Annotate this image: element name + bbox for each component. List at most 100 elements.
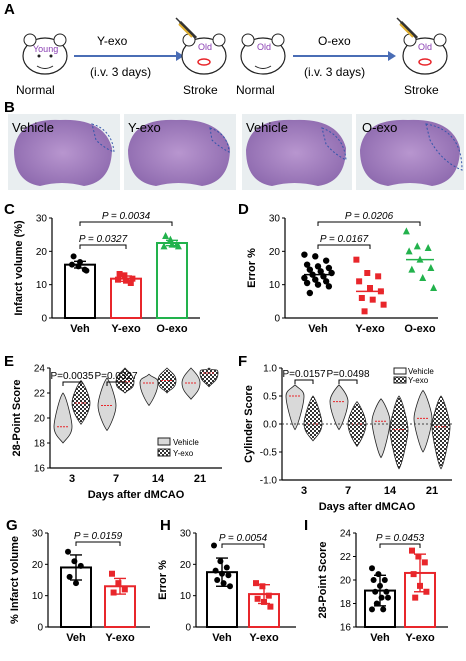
chart-h-ylabel: Error % bbox=[157, 560, 169, 600]
chart-c-data-point bbox=[129, 275, 136, 282]
recipient-state-right: Stroke bbox=[404, 83, 439, 97]
arrow-head-icon bbox=[388, 51, 396, 61]
chart-f-ylabel: Cylinder Score bbox=[243, 385, 255, 463]
mouse-young-icon bbox=[22, 33, 68, 75]
chart-f-violin bbox=[285, 384, 305, 431]
chart-g-data-point bbox=[71, 558, 78, 565]
chart-i-ytick-label: 24 bbox=[340, 529, 352, 540]
chart-g-p-value: P = 0.0159 bbox=[74, 531, 123, 542]
chart-h-data-point bbox=[220, 580, 227, 587]
chart-e-violin bbox=[199, 367, 219, 388]
chart-g-ylabel: % Infarct volume bbox=[9, 536, 21, 624]
chart-c-data-point bbox=[123, 277, 129, 284]
chart-c-data-point bbox=[160, 242, 168, 250]
panel-label-d: D bbox=[238, 201, 249, 218]
donor-state-left: Normal bbox=[16, 83, 55, 97]
chart-c-ylabel: Infarct volume (%) bbox=[13, 220, 25, 316]
chart-c-data-point bbox=[121, 272, 128, 279]
chart-f-xtick-label: 14 bbox=[384, 485, 397, 497]
chart-f-legend-label: Y-exo bbox=[408, 376, 429, 385]
schematic-left: Young Normal Y-exo (i.v. 3 days) Old Str… bbox=[16, 17, 227, 97]
chart-d-xtick-label: Y-exo bbox=[355, 323, 385, 335]
donor-label-young: Young bbox=[33, 44, 58, 54]
panel-label-e: E bbox=[4, 353, 14, 370]
recipient-label-right: Old bbox=[418, 42, 432, 52]
chart-d-data-point bbox=[317, 268, 324, 275]
chart-c-data-point bbox=[174, 242, 182, 250]
chart-d-xtick-label: Veh bbox=[308, 323, 328, 335]
chart-c-data-point bbox=[77, 259, 83, 265]
section-label-1: Vehicle bbox=[12, 120, 54, 135]
chart-f-violin bbox=[303, 395, 323, 442]
chart-e-violin bbox=[97, 377, 117, 432]
chart-g-ytick-label: 10 bbox=[32, 591, 44, 602]
mouse-old-donor-icon bbox=[240, 33, 286, 75]
chart-e-xlabel: Days after dMCAO bbox=[88, 489, 185, 501]
chart-d-data-point bbox=[419, 274, 427, 281]
chart-f-legend-label: Vehicle bbox=[408, 367, 434, 376]
chart-e-xtick-label: 3 bbox=[69, 473, 75, 485]
chart-i-data-point bbox=[409, 547, 415, 554]
chart-e-ylabel: 28-Point Score bbox=[11, 379, 23, 456]
donor-state-right: Normal bbox=[236, 83, 275, 97]
chart-g-data-point bbox=[77, 562, 84, 569]
chart-c-data-point bbox=[162, 232, 170, 239]
chart-g-ytick-label: 30 bbox=[32, 529, 44, 540]
panel-label-h: H bbox=[160, 517, 171, 534]
chart-g-data-point bbox=[65, 548, 71, 555]
chart-g-xtick-label: Y-exo bbox=[105, 632, 135, 644]
chart-d-data-point bbox=[380, 301, 387, 308]
chart-e-legend-swatch bbox=[157, 437, 171, 446]
chart-f-ytick-label: -0.5 bbox=[260, 448, 278, 459]
chart-d-data-point bbox=[353, 256, 360, 263]
chart-d-ytick-label: 0 bbox=[274, 314, 280, 325]
panel-label-f: F bbox=[238, 353, 247, 370]
chart-h-xtick-label: Y-exo bbox=[249, 632, 279, 644]
chart-d-data-point bbox=[312, 253, 319, 260]
chart-d-data-point bbox=[367, 285, 373, 291]
chart-d-data-point bbox=[413, 242, 421, 250]
treatment-right: O-exo bbox=[318, 34, 351, 48]
chart-d-data-point bbox=[322, 278, 330, 285]
chart-h-data-point bbox=[223, 564, 230, 571]
chart-f-xtick-label: 7 bbox=[345, 485, 351, 497]
chart-g-data-point bbox=[109, 570, 115, 577]
chart-i-data-point bbox=[378, 594, 385, 601]
chart-g-data-point bbox=[121, 586, 128, 593]
chart-d-ytick-label: 30 bbox=[269, 214, 281, 225]
chart-c-bar bbox=[156, 242, 188, 319]
chart-e-sig-bracket bbox=[106, 381, 126, 386]
chart-d-data-point bbox=[314, 281, 322, 288]
chart-d-sig-bracket bbox=[317, 244, 371, 249]
chart-d-data-point bbox=[427, 264, 435, 271]
mouse-old-icon bbox=[181, 33, 227, 75]
panel-label-c: C bbox=[4, 201, 15, 218]
chart-c-data-point bbox=[69, 261, 75, 268]
chart-i-data-point bbox=[373, 600, 380, 607]
chart-i-sig-bracket bbox=[379, 543, 421, 548]
chart-h-data-point bbox=[261, 598, 267, 605]
chart-c-xtick-label: Veh bbox=[70, 323, 90, 335]
chart-h-data-point bbox=[219, 570, 225, 577]
chart-f-xlabel: Days after dMCAO bbox=[319, 501, 416, 513]
chart-g-xtick-label: Veh bbox=[66, 632, 86, 644]
syringe-icon bbox=[175, 17, 198, 40]
chart-d-data-point bbox=[314, 263, 322, 270]
chart-i-data-point bbox=[370, 577, 377, 583]
chart-d-ylabel: Error % bbox=[246, 248, 258, 288]
section-label-3: Vehicle bbox=[246, 120, 288, 135]
chart-i-data-point bbox=[410, 571, 417, 578]
chart-f-sig-bracket bbox=[338, 379, 358, 384]
arrow-head-icon bbox=[176, 51, 184, 61]
chart-d-ytick-label: 20 bbox=[269, 247, 281, 258]
chart-i-data-point bbox=[423, 588, 430, 595]
chart-c-data-point bbox=[83, 267, 90, 274]
chart-f-legend-swatch bbox=[393, 367, 407, 375]
chart-d-data-point bbox=[325, 283, 333, 290]
chart-i-data-point bbox=[377, 582, 383, 589]
chart-d-data-point bbox=[303, 279, 311, 287]
chart-h-ytick-label: 20 bbox=[180, 560, 192, 571]
chart-h-data-point bbox=[227, 583, 233, 590]
chart-h-data-point bbox=[267, 603, 274, 610]
chart-h-data-point bbox=[212, 567, 219, 574]
